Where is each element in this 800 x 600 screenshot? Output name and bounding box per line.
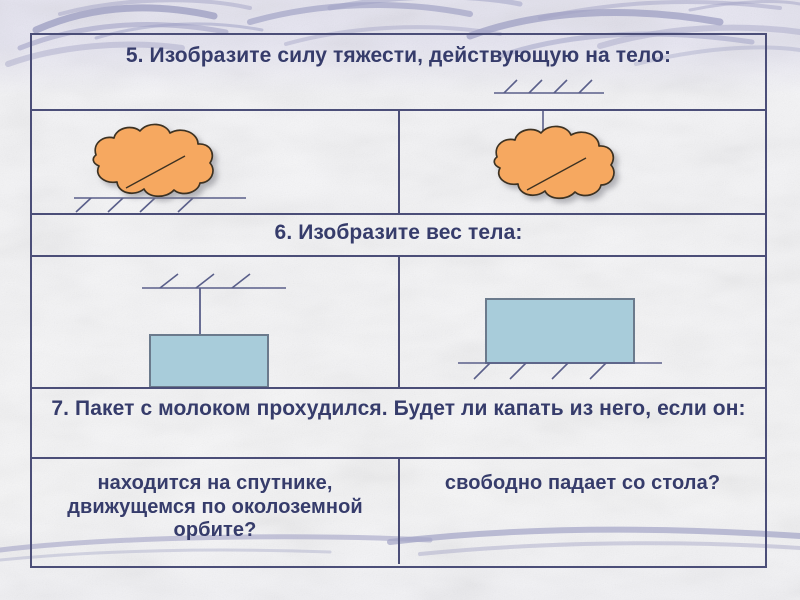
table-row <box>32 109 765 213</box>
cell-q6-left <box>32 257 398 388</box>
column-divider <box>398 459 400 564</box>
figure-block-on-ground <box>458 298 662 380</box>
column-divider <box>398 111 400 213</box>
cell-q7-answer-right[interactable]: свободно падает со стола? <box>400 459 765 564</box>
cell-q5-right <box>400 111 765 213</box>
cell-q5-left <box>32 111 398 213</box>
questions-table: 5. Изобразите силу тяжести, действующую … <box>30 33 767 568</box>
table-row <box>32 255 765 388</box>
question-5-title: 5. Изобразите силу тяжести, действующую … <box>125 44 672 67</box>
table-row: 5. Изобразите силу тяжести, действующую … <box>32 35 765 109</box>
figure-stone-hanging-from-ceiling <box>493 111 615 200</box>
cell-q6-right <box>400 257 765 387</box>
answer-option-satellite[interactable]: находится на спутнике, движущемся по око… <box>67 472 363 542</box>
question-7-title: 7. Пакет с молоком прохудился. Будет ли … <box>51 397 746 420</box>
cell-q7-answer-left[interactable]: находится на спутнике, движущемся по око… <box>32 459 398 564</box>
figure-block-hanging-from-ceiling <box>142 273 286 388</box>
answer-option-free-fall[interactable]: свободно падает со стола? <box>444 472 721 494</box>
table-row: 7. Пакет с молоком прохудился. Будет ли … <box>32 387 765 457</box>
table-row: находится на спутнике, движущемся по око… <box>32 457 765 564</box>
column-divider <box>398 257 400 387</box>
question-6-title: 6. Изобразите вес тела: <box>274 221 523 244</box>
table-row: 6. Изобразите вес тела: <box>32 213 765 255</box>
figure-stone-on-ground <box>74 123 246 213</box>
